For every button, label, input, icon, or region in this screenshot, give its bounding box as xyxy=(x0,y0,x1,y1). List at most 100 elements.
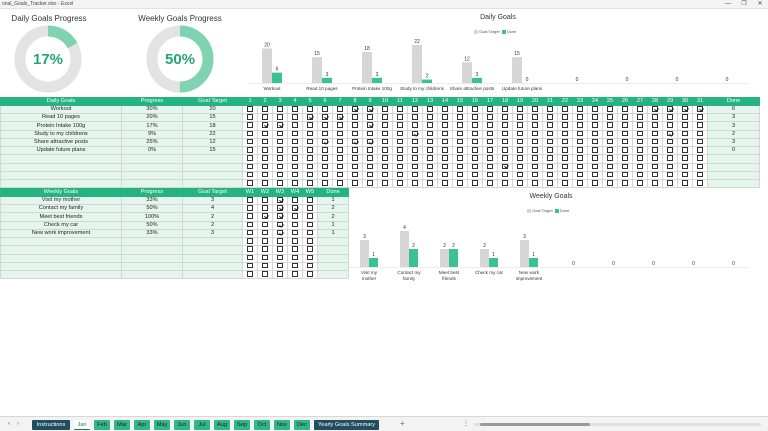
checkbox[interactable] xyxy=(262,164,268,170)
checkbox[interactable] xyxy=(532,139,538,145)
checkbox[interactable] xyxy=(367,139,373,145)
checkbox[interactable] xyxy=(427,122,433,128)
checkbox[interactable] xyxy=(262,271,268,277)
checkbox[interactable] xyxy=(517,155,523,161)
checkbox[interactable] xyxy=(427,147,433,153)
checkbox[interactable] xyxy=(262,238,268,244)
checkbox[interactable] xyxy=(682,172,688,178)
checkbox[interactable] xyxy=(307,238,313,244)
checkbox[interactable] xyxy=(277,230,283,236)
checkbox[interactable] xyxy=(337,131,343,137)
checkbox[interactable] xyxy=(472,139,478,145)
target-cell[interactable]: 15 xyxy=(182,113,243,123)
checkbox[interactable] xyxy=(307,263,313,269)
checkbox[interactable] xyxy=(262,122,268,128)
checkbox[interactable] xyxy=(277,122,283,128)
sheet-tab-feb[interactable]: Feb xyxy=(94,420,110,430)
checkbox[interactable] xyxy=(247,172,253,178)
target-cell[interactable]: 18 xyxy=(182,121,243,131)
checkbox[interactable] xyxy=(412,139,418,145)
checkbox[interactable] xyxy=(307,213,313,219)
checkbox[interactable] xyxy=(442,147,448,153)
checkbox[interactable] xyxy=(532,180,538,186)
checkbox[interactable] xyxy=(322,106,328,112)
checkbox[interactable] xyxy=(697,114,703,120)
checkbox[interactable] xyxy=(697,155,703,161)
goal-name-cell[interactable]: Workout xyxy=(0,104,122,115)
goal-name-cell[interactable]: Check my car xyxy=(0,220,122,230)
checkbox[interactable] xyxy=(337,172,343,178)
checkbox[interactable] xyxy=(352,147,358,153)
checkbox[interactable] xyxy=(667,164,673,170)
checkbox[interactable] xyxy=(427,155,433,161)
sheet-tab-jan[interactable]: Jan xyxy=(74,420,90,430)
checkbox[interactable] xyxy=(382,122,388,128)
checkbox[interactable] xyxy=(382,180,388,186)
checkbox[interactable] xyxy=(352,180,358,186)
sheet-tab-apr[interactable]: Apr xyxy=(134,420,150,430)
checkbox[interactable] xyxy=(592,139,598,145)
checkbox[interactable] xyxy=(547,122,553,128)
checkbox[interactable] xyxy=(607,122,613,128)
checkbox[interactable] xyxy=(502,114,508,120)
checkbox[interactable] xyxy=(292,180,298,186)
checkbox[interactable] xyxy=(337,180,343,186)
checkbox[interactable] xyxy=(337,147,343,153)
checkbox[interactable] xyxy=(697,139,703,145)
checkbox[interactable] xyxy=(577,155,583,161)
checkbox[interactable] xyxy=(652,114,658,120)
checkbox[interactable] xyxy=(262,197,268,203)
target-cell[interactable] xyxy=(182,245,243,255)
checkbox[interactable] xyxy=(412,180,418,186)
checkbox[interactable] xyxy=(307,139,313,145)
checkbox[interactable] xyxy=(517,180,523,186)
checkbox[interactable] xyxy=(682,122,688,128)
checkbox[interactable] xyxy=(367,164,373,170)
checkbox[interactable] xyxy=(307,122,313,128)
checkbox[interactable] xyxy=(412,122,418,128)
checkbox[interactable] xyxy=(532,147,538,153)
checkbox[interactable] xyxy=(607,114,613,120)
checkbox[interactable] xyxy=(322,139,328,145)
checkbox[interactable] xyxy=(322,155,328,161)
goal-name-cell[interactable]: Study to my childrens xyxy=(0,129,122,139)
checkbox[interactable] xyxy=(427,180,433,186)
checkbox[interactable] xyxy=(247,230,253,236)
checkbox[interactable] xyxy=(622,131,628,137)
checkbox[interactable] xyxy=(292,131,298,137)
checkbox[interactable] xyxy=(307,246,313,252)
checkbox[interactable] xyxy=(682,180,688,186)
checkbox[interactable] xyxy=(547,164,553,170)
checkbox[interactable] xyxy=(427,106,433,112)
checkbox[interactable] xyxy=(247,263,253,269)
checkbox[interactable] xyxy=(322,180,328,186)
checkbox[interactable] xyxy=(337,139,343,145)
checkbox[interactable] xyxy=(577,106,583,112)
checkbox[interactable] xyxy=(622,180,628,186)
checkbox[interactable] xyxy=(307,255,313,261)
checkbox[interactable] xyxy=(262,172,268,178)
checkbox[interactable] xyxy=(547,114,553,120)
target-cell[interactable] xyxy=(182,170,243,181)
checkbox[interactable] xyxy=(517,164,523,170)
checkbox[interactable] xyxy=(457,180,463,186)
checkbox[interactable] xyxy=(487,106,493,112)
add-sheet-button[interactable]: + xyxy=(400,419,405,428)
sheet-tab-nov[interactable]: Nov xyxy=(274,420,290,430)
checkbox[interactable] xyxy=(292,122,298,128)
checkbox[interactable] xyxy=(592,155,598,161)
checkbox[interactable] xyxy=(247,164,253,170)
target-cell[interactable] xyxy=(182,237,243,247)
checkbox[interactable] xyxy=(352,131,358,137)
checkbox[interactable] xyxy=(277,147,283,153)
sheet-tab-yearly-goals-summary[interactable]: Yearly Goals Summary xyxy=(314,420,379,430)
checkbox[interactable] xyxy=(367,106,373,112)
checkbox[interactable] xyxy=(292,238,298,244)
checkbox[interactable] xyxy=(457,122,463,128)
checkbox[interactable] xyxy=(277,271,283,277)
checkbox[interactable] xyxy=(472,164,478,170)
checkbox[interactable] xyxy=(277,139,283,145)
checkbox[interactable] xyxy=(262,114,268,120)
checkbox[interactable] xyxy=(262,255,268,261)
checkbox[interactable] xyxy=(292,106,298,112)
